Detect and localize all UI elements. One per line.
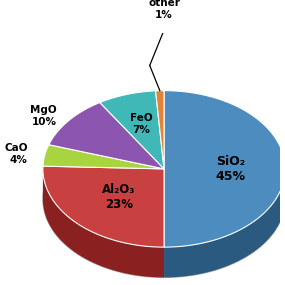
Text: Al₂O₃
23%: Al₂O₃ 23% (102, 183, 135, 211)
Polygon shape (43, 169, 164, 277)
Polygon shape (164, 170, 285, 277)
Polygon shape (164, 91, 285, 247)
Text: other
1%: other 1% (148, 0, 180, 20)
Polygon shape (49, 103, 164, 169)
Polygon shape (100, 91, 164, 169)
Text: SiO₂
45%: SiO₂ 45% (216, 155, 246, 183)
Ellipse shape (43, 121, 285, 277)
Polygon shape (43, 145, 164, 169)
Text: FeO
7%: FeO 7% (130, 113, 153, 135)
Text: MgO
10%: MgO 10% (30, 105, 56, 127)
Polygon shape (43, 166, 164, 247)
Text: CaO
4%: CaO 4% (4, 143, 28, 165)
Polygon shape (156, 91, 164, 169)
